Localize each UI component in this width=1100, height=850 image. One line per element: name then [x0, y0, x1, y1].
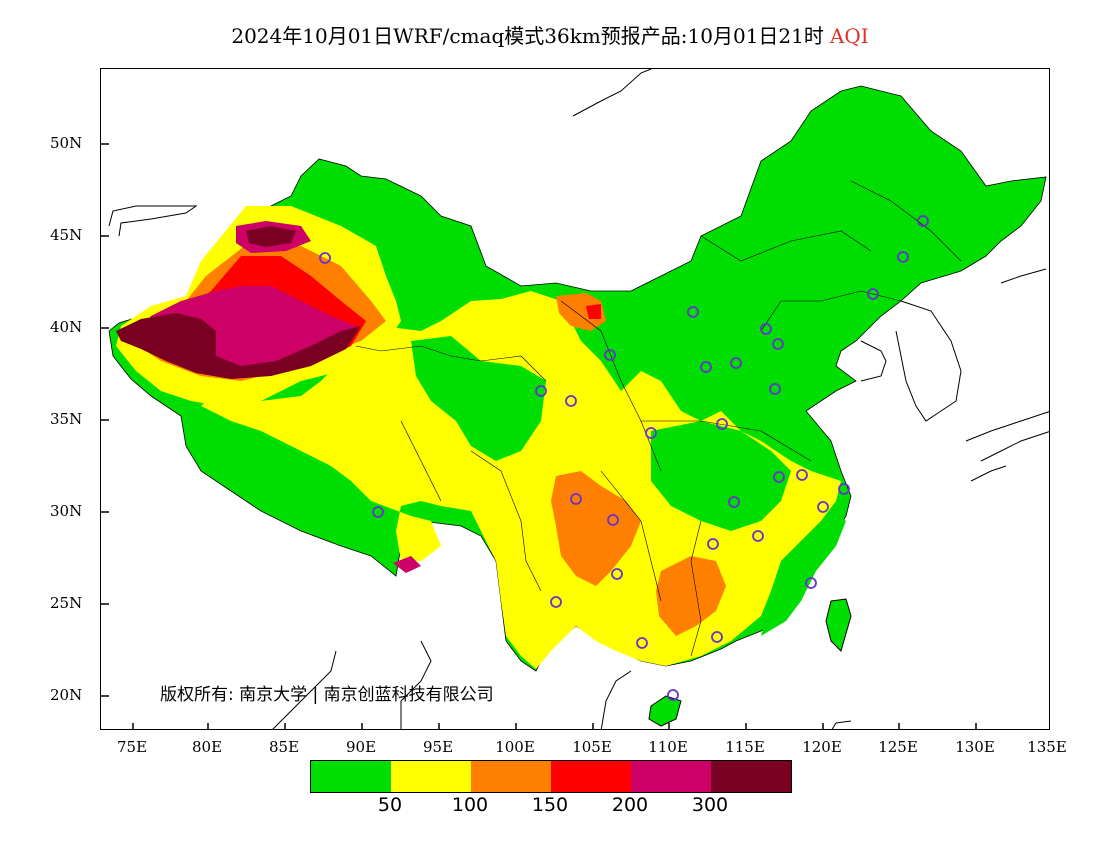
lat-label: 45N [50, 226, 83, 244]
lat-label: 25N [50, 594, 83, 612]
lon-label: 115E [725, 738, 765, 756]
station-marker [773, 471, 785, 483]
region-orange-sichuan [551, 471, 641, 586]
lon-label: 125E [878, 738, 918, 756]
legend-label: 100 [451, 794, 489, 816]
station-marker [319, 252, 331, 264]
legend-label: 300 [691, 794, 729, 816]
lon-label: 85E [268, 738, 300, 756]
station-marker [611, 568, 623, 580]
title-variable: AQI [829, 24, 869, 48]
legend-swatch [631, 761, 711, 792]
coastlines [108, 69, 1049, 729]
station-marker [917, 215, 929, 227]
region-red-small [586, 304, 601, 319]
lon-label: 75E [116, 738, 148, 756]
station-marker [565, 395, 577, 407]
legend-swatch [711, 761, 791, 792]
lon-label: 100E [495, 738, 535, 756]
copyright-text: 版权所有: 南京大学 | 南京创蓝科技有限公司 [160, 685, 494, 705]
color-legend [310, 760, 792, 793]
station-marker [636, 637, 648, 649]
region-very-unhealthy-south [393, 556, 421, 573]
lon-label: 130E [955, 738, 995, 756]
region-green-central [651, 421, 791, 531]
lon-label: 80E [191, 738, 223, 756]
station-marker [716, 418, 728, 430]
lon-label: 135E [1027, 738, 1067, 756]
legend-swatch [391, 761, 471, 792]
lon-label: 110E [648, 738, 688, 756]
station-marker [760, 323, 772, 335]
station-marker [817, 501, 829, 513]
station-marker [728, 496, 740, 508]
station-markers [319, 215, 929, 701]
lon-label: 105E [572, 738, 612, 756]
region-orange-hunan [656, 556, 726, 636]
map-title: 2024年10月01日WRF/cmaq模式36km预报产品:10月01日21时 A… [0, 20, 1100, 49]
station-marker [838, 483, 850, 495]
station-marker [752, 530, 764, 542]
station-marker [645, 427, 657, 439]
legend-label: 150 [531, 794, 569, 816]
station-marker [707, 538, 719, 550]
station-marker [769, 383, 781, 395]
region-orange-innermongolia [556, 293, 606, 331]
legend-swatch [471, 761, 551, 792]
station-marker [604, 349, 616, 361]
station-marker [805, 577, 817, 589]
lat-label: 30N [50, 502, 83, 520]
legend-label: 50 [377, 794, 403, 816]
station-marker [897, 251, 909, 263]
region-green-qinghai [411, 336, 546, 461]
station-marker [607, 514, 619, 526]
lon-label: 120E [802, 738, 842, 756]
lon-label: 90E [345, 738, 377, 756]
region-green-south [761, 511, 846, 636]
aqi-map [101, 69, 1049, 729]
lat-label: 35N [50, 410, 83, 428]
station-marker [711, 631, 723, 643]
station-marker [667, 689, 679, 701]
station-marker [867, 288, 879, 300]
station-marker [772, 338, 784, 350]
station-marker [687, 306, 699, 318]
lat-label: 40N [50, 318, 83, 336]
station-marker [372, 506, 384, 518]
station-marker [700, 361, 712, 373]
lat-label: 50N [50, 134, 83, 152]
map-frame [100, 68, 1050, 730]
legend-swatch [551, 761, 631, 792]
region-hazardous-north [246, 226, 296, 247]
region-hazardous [116, 313, 361, 379]
station-marker [796, 469, 808, 481]
region-green-northeast-plain [686, 321, 801, 401]
legend-label: 200 [611, 794, 649, 816]
legend-swatch [311, 761, 391, 792]
station-marker [535, 385, 547, 397]
lat-ticks [101, 143, 977, 729]
station-marker [730, 357, 742, 369]
lon-label: 95E [422, 738, 454, 756]
station-marker [570, 493, 582, 505]
lat-label: 20N [50, 686, 83, 704]
title-text: 2024年10月01日WRF/cmaq模式36km预报产品:10月01日21时 [231, 24, 824, 48]
station-marker [550, 596, 562, 608]
